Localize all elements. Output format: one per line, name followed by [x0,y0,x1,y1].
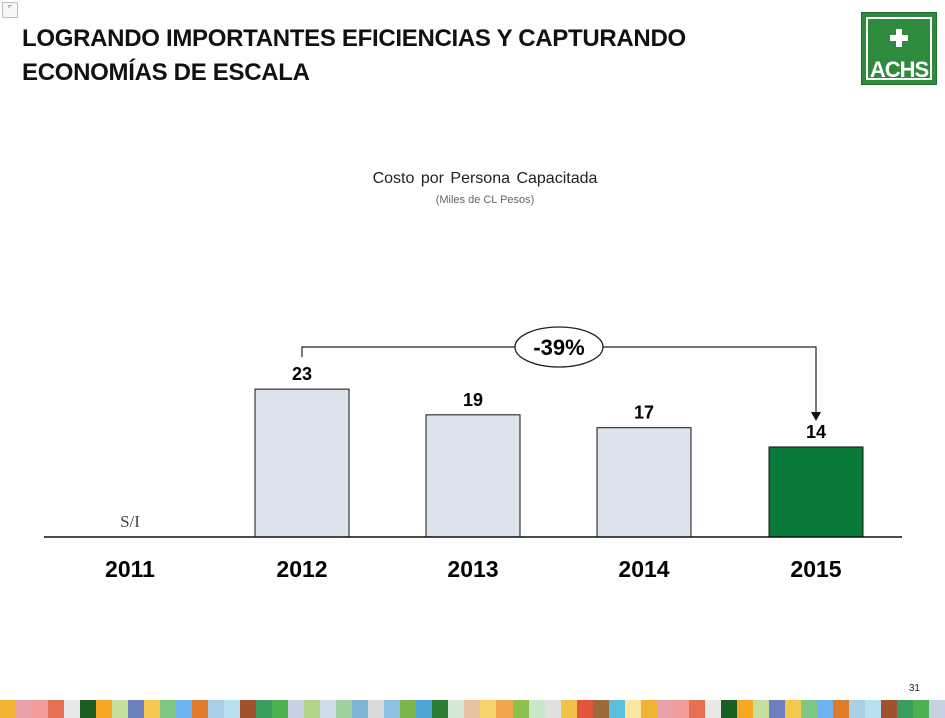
strip-block [800,700,817,718]
strip-block [160,700,177,718]
strip-block [720,700,737,718]
strip-block [496,700,513,718]
strip-block [176,700,193,718]
strip-block [560,700,577,718]
logo-cross-icon-vertical [896,29,902,47]
strip-block [784,700,801,718]
strip-block [16,700,33,718]
bar-2013 [425,414,521,538]
strip-block [704,700,721,718]
logo-frame [866,17,932,80]
corner-mark: ⌜ [2,2,18,18]
strip-block [112,700,129,718]
bar-2014 [596,427,692,538]
strip-block [688,700,705,718]
page-number: 31 [908,683,920,694]
data-label-2012: 23 [292,364,312,384]
strip-block [32,700,49,718]
strip-block [48,700,65,718]
annotation-ellipse [514,326,604,368]
x-tick-2012: 2012 [276,556,327,582]
annotation-label: -39% [533,335,584,360]
strip-block [544,700,561,718]
strip-block [848,700,865,718]
strip-block [144,700,161,718]
strip-block [224,700,241,718]
x-tick-2013: 2013 [447,556,498,582]
decorative-color-strip [0,700,945,718]
annotation-arrowhead [811,411,821,421]
strip-block [192,700,209,718]
strip-block [352,700,369,718]
strip-block [672,700,689,718]
strip-block [272,700,289,718]
bar-2015 [768,446,864,538]
strip-block [656,700,673,718]
x-tick-2014: 2014 [618,556,669,582]
strip-block [128,700,145,718]
data-label-2014: 17 [634,403,654,423]
strip-block [368,700,385,718]
x-tick-2011: 2011 [105,556,155,582]
strip-block [928,700,945,718]
achs-logo: ACHS [861,12,937,85]
strip-block [96,700,113,718]
strip-block [896,700,913,718]
strip-block [624,700,641,718]
strip-block [288,700,305,718]
strip-block [80,700,97,718]
strip-block [416,700,433,718]
chart-subtitle: (Miles de CL Pesos) [435,194,535,206]
strip-block [576,700,593,718]
chart-title: Costo por Persona Capacitada [372,170,598,187]
strip-block [240,700,257,718]
strip-block [320,700,337,718]
strip-block [64,700,81,718]
strip-block [208,700,225,718]
strip-block [592,700,609,718]
strip-block [528,700,545,718]
strip-block [864,700,881,718]
strip-block [336,700,353,718]
strip-block [768,700,785,718]
data-label-2015: 14 [806,422,826,442]
data-label-2011: S/I [120,512,140,531]
logo-text: ACHS [869,57,929,82]
strip-block [816,700,833,718]
data-label-2013: 19 [463,390,483,410]
strip-block [400,700,417,718]
strip-block [880,700,897,718]
strip-block [432,700,449,718]
strip-block [752,700,769,718]
bar-2012 [254,388,350,538]
strip-block [512,700,529,718]
strip-block [0,700,17,718]
strip-block [640,700,657,718]
strip-block [448,700,465,718]
strip-block [832,700,849,718]
slide-title: LOGRANDO IMPORTANTES EFICIENCIAS Y CAPTU… [22,25,686,86]
x-tick-2015: 2015 [790,556,841,582]
strip-block [480,700,497,718]
strip-block [304,700,321,718]
strip-block [464,700,481,718]
strip-block [384,700,401,718]
strip-block [256,700,273,718]
strip-block [608,700,625,718]
strip-block [912,700,929,718]
strip-block [736,700,753,718]
